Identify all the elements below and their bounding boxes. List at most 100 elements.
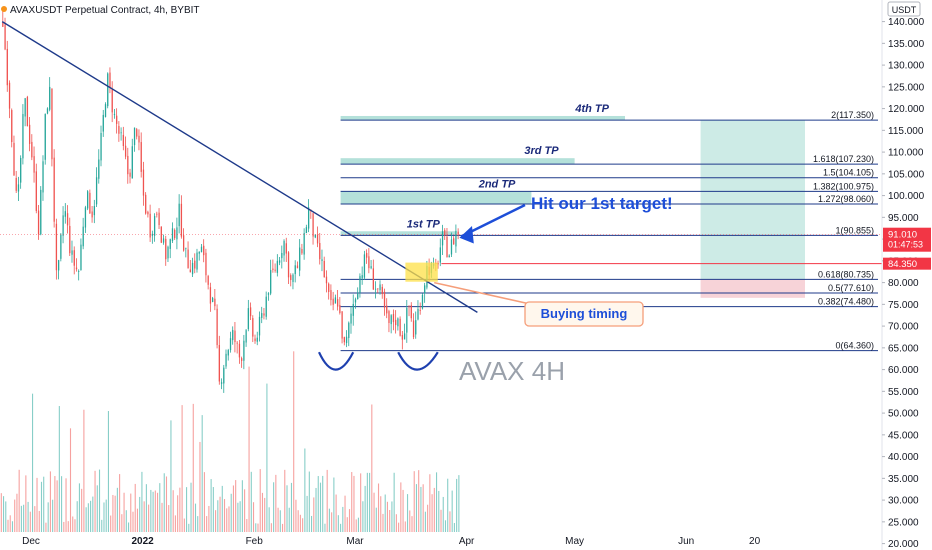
volume-bar <box>183 518 185 532</box>
volume-bar <box>141 471 143 532</box>
candle-body <box>350 313 352 324</box>
candle-body <box>158 212 160 226</box>
volume-bar <box>168 505 170 532</box>
volume-bar <box>346 517 348 532</box>
volume-bar <box>23 504 25 532</box>
volume-bar <box>275 474 277 532</box>
volume-bar <box>134 483 136 532</box>
volume-bar <box>436 472 438 532</box>
time-axis[interactable]: Dec 2022 Feb Mar Apr May Jun 20 <box>22 536 760 547</box>
candle-body <box>31 141 33 158</box>
candle-body <box>343 337 345 343</box>
volume-bar <box>286 485 288 532</box>
candle-body <box>64 211 66 217</box>
current-price-badge[interactable] <box>883 227 931 252</box>
time-axis-label: Feb <box>246 536 264 547</box>
zones-layer: 1st TP 2nd TP 3rd TP 4th TP <box>340 103 805 298</box>
volume-bar <box>150 489 152 532</box>
fib-level-label: 0.5(77.610) <box>828 283 874 293</box>
candle-body <box>6 48 8 86</box>
candle-body <box>84 207 87 228</box>
candle-body <box>93 206 96 216</box>
volume-bar <box>136 508 139 532</box>
candle-body <box>225 353 227 367</box>
volume-bar <box>384 494 386 532</box>
drawings-layer: Hit our 1st target! Buying timing <box>0 20 882 371</box>
candle-body <box>20 157 22 183</box>
volume-bar <box>94 470 96 532</box>
take-profit-label: 4th TP <box>574 103 609 115</box>
candle-body <box>415 320 417 335</box>
volume-bar <box>328 508 330 532</box>
volume-bar <box>319 482 322 532</box>
candle-body <box>180 203 183 237</box>
candle-body <box>270 270 272 294</box>
candle-body <box>334 297 337 304</box>
buying-timing-callout[interactable] <box>524 301 644 327</box>
volume-bar <box>92 496 94 532</box>
volume-bar <box>221 485 223 532</box>
volume-bar <box>5 501 7 532</box>
candle-body <box>75 267 78 270</box>
fib-level-label: 0.618(80.735) <box>818 269 874 279</box>
volume-bar <box>406 494 409 532</box>
volume-bar <box>304 448 306 532</box>
alert-price-badge[interactable] <box>883 257 931 270</box>
fib-level-label: 1.618(107.230) <box>813 154 874 164</box>
volume-bar <box>373 492 375 532</box>
candle-body <box>124 145 127 157</box>
volume-bar <box>45 522 47 532</box>
candle-body <box>272 268 274 270</box>
volume-bar <box>194 503 197 532</box>
volume-bar <box>299 514 301 532</box>
volume-bar <box>61 476 63 532</box>
volume-bar <box>20 505 22 532</box>
candle-body <box>182 235 185 251</box>
candle-body <box>419 309 421 311</box>
volume-bar <box>29 511 31 532</box>
currency-badge[interactable]: USDT <box>887 1 921 17</box>
volume-bar <box>197 516 199 532</box>
volume-bar <box>409 510 411 532</box>
candle-body <box>109 72 111 88</box>
volume-bar <box>14 499 16 532</box>
price-axis-label: 45.000 <box>888 430 919 441</box>
candle-body <box>156 213 158 215</box>
candle-body <box>60 234 62 259</box>
volume-bar <box>326 469 328 532</box>
candle-body <box>254 338 256 342</box>
volume-bar <box>424 511 426 532</box>
candle-body <box>281 252 283 259</box>
volume-bar <box>393 472 395 532</box>
buying-timing-label: Buying timing <box>541 306 628 321</box>
price-axis-label: 65.000 <box>888 343 919 354</box>
volume-bar <box>322 475 324 532</box>
volume-bar <box>76 501 78 532</box>
candle-body <box>147 211 149 215</box>
volume-bar <box>311 515 313 532</box>
candle-body <box>207 276 209 285</box>
candle-body <box>37 210 40 235</box>
volume-bar <box>98 469 101 532</box>
volume-bar <box>112 494 114 532</box>
chart-title[interactable]: AVAXUSDT Perpetual Contract, 4h, BYBIT <box>10 5 200 16</box>
volume-bar <box>429 474 431 532</box>
price-axis[interactable]: 20.000 25.000 30.000 35.000 40.000 45.000 50.0… <box>882 17 931 550</box>
trendline[interactable] <box>1 20 478 313</box>
volume-bar <box>188 523 190 532</box>
volume-bar <box>119 474 121 532</box>
volume-bar <box>362 501 364 532</box>
candle-body <box>33 156 35 173</box>
candle-body <box>73 250 75 266</box>
candle-body <box>129 172 131 177</box>
volume-bar <box>239 501 241 532</box>
candle-body <box>153 215 156 236</box>
price-axis-label: 35.000 <box>888 474 919 485</box>
candle-body <box>78 271 80 272</box>
volume-bar <box>58 406 60 532</box>
time-axis-label: 2022 <box>131 536 154 547</box>
candle-body <box>185 247 187 249</box>
candle-body <box>234 330 236 343</box>
price-axis-label: 130.000 <box>888 61 925 72</box>
